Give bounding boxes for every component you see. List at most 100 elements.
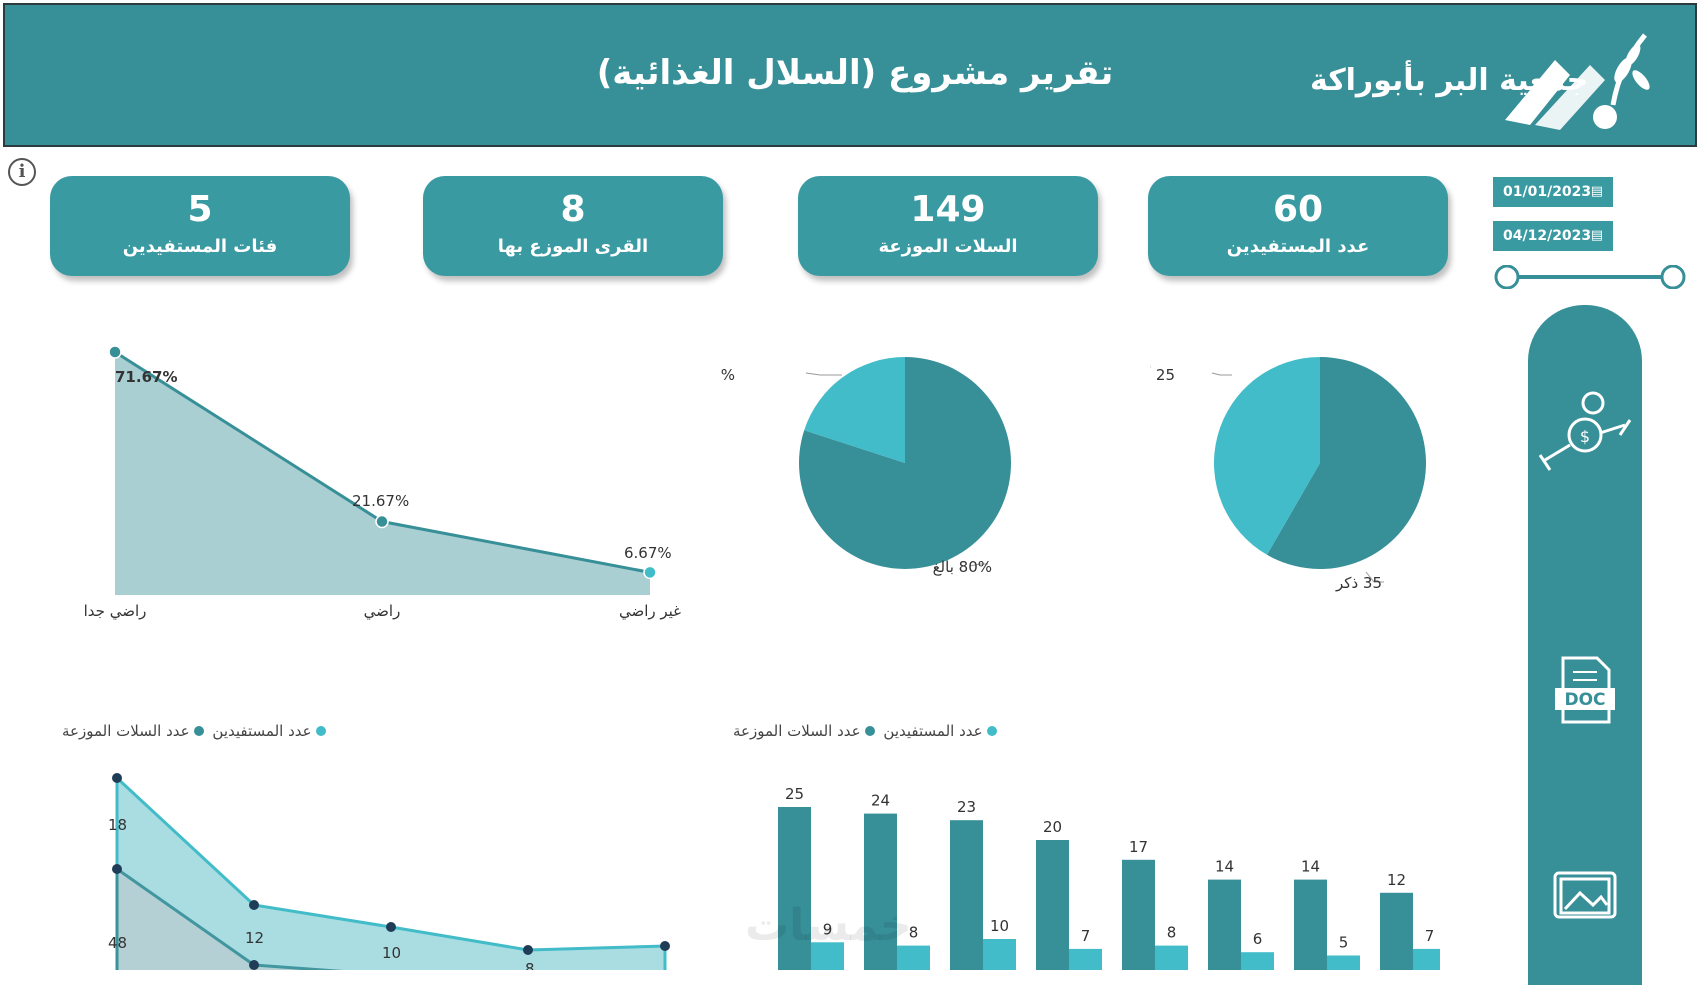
bar-baskets xyxy=(1208,879,1241,970)
data-label: 6.67% xyxy=(624,544,672,562)
bar-label: 12 xyxy=(1387,871,1406,889)
bar-label: 20 xyxy=(1043,818,1062,836)
data-label: 35 ذكر xyxy=(1335,574,1382,592)
kpi-value: 5 xyxy=(187,189,213,230)
bar-label: 8 xyxy=(909,924,919,942)
data-label: 25 أنثى xyxy=(1150,365,1175,384)
bar-beneficiaries xyxy=(811,942,844,970)
area-baskets xyxy=(115,866,344,970)
pie-slice xyxy=(804,357,905,463)
legend-beneficiaries: عدد المستفيدين xyxy=(212,722,312,740)
bar-label: 10 xyxy=(990,917,1009,935)
data-point xyxy=(386,922,396,932)
bar-baskets xyxy=(1122,859,1155,970)
kpi-value: 149 xyxy=(910,189,986,230)
side-nav: $ DOC xyxy=(1528,305,1642,985)
bar-baskets xyxy=(950,820,983,970)
pie-slice xyxy=(1214,357,1320,555)
data-label: 12 xyxy=(245,929,264,947)
report-header: تقرير مشروع (السلال الغذائية) جمعية البر… xyxy=(3,3,1697,147)
kpi-value: 60 xyxy=(1272,189,1324,230)
pie-slice xyxy=(1267,357,1426,569)
data-label: 71.67% xyxy=(115,368,177,386)
legend-baskets: عدد السلات الموزعة xyxy=(62,722,190,740)
bar-baskets xyxy=(778,807,811,970)
data-point xyxy=(108,345,122,359)
watermark: خمسات xyxy=(745,900,912,951)
tick-label: راضي xyxy=(364,602,401,621)
bar-label: 6 xyxy=(1253,930,1263,948)
bar-label: 23 xyxy=(957,798,976,816)
data-label: 18 xyxy=(108,816,127,834)
bar-label: 14 xyxy=(1301,858,1320,876)
bar-baskets xyxy=(1380,892,1413,970)
bar-label: 7 xyxy=(1425,927,1435,945)
bar-label: 5 xyxy=(1339,934,1349,952)
kpi-label: القرى الموزع بها xyxy=(497,236,649,257)
calendar-icon[interactable]: ▤ xyxy=(1590,184,1603,199)
legend-dot xyxy=(193,726,204,736)
kpi-beneficiary-categories: 5 فئات المستفيدين xyxy=(50,176,350,276)
bar-beneficiaries xyxy=(1155,945,1188,970)
bar-label: 7 xyxy=(1081,927,1091,945)
bar-baskets xyxy=(1294,879,1327,970)
data-label: 10 xyxy=(382,944,401,962)
legend-baskets: عدد السلات الموزعة xyxy=(733,722,861,740)
bar-beneficiaries xyxy=(1241,952,1274,970)
org-logo-icon xyxy=(1505,33,1650,130)
end-date: 04/12/2023 xyxy=(1503,228,1592,244)
kpi-baskets: 149 السلات الموزعة xyxy=(798,176,1098,276)
data-point xyxy=(249,960,259,970)
date-range-slider[interactable] xyxy=(1493,265,1687,289)
side-nav-icons: $ DOC xyxy=(1538,391,1632,919)
kpi-label: فئات المستفيدين xyxy=(122,236,278,257)
data-point xyxy=(112,864,122,874)
legend-dot xyxy=(864,726,875,736)
data-label: 48 xyxy=(108,934,127,952)
calendar-icon[interactable]: ▤ xyxy=(1590,228,1603,243)
start-date-input[interactable]: 01/01/2023 ▤ xyxy=(1493,177,1613,207)
bar-beneficiaries xyxy=(983,939,1016,970)
gallery-icon[interactable] xyxy=(1553,871,1617,919)
data-point xyxy=(112,773,122,783)
legend-dot xyxy=(986,726,997,736)
data-point xyxy=(523,945,533,955)
bar-label: 25 xyxy=(785,785,804,803)
slider-handle-end[interactable] xyxy=(1660,265,1686,289)
dollar-sign: $ xyxy=(1580,427,1590,446)
bar-beneficiaries xyxy=(1069,948,1102,970)
bar-label: 24 xyxy=(871,792,890,810)
data-label: 21.67% xyxy=(352,492,409,510)
data-point xyxy=(643,565,657,580)
data-label: 20% مسن xyxy=(720,366,735,384)
satisfaction-area-chart: 71.67% 21.67% 6.67% راضي جدا راضي غير را… xyxy=(84,345,681,621)
page-title: تقرير مشروع (السلال الغذائية) xyxy=(596,53,1114,93)
doc-label: DOC xyxy=(1564,690,1605,710)
bar-label: 14 xyxy=(1215,858,1234,876)
villages-bar-chart: 25 9 24 8 23 10 20 7 17 8 14 6 14 5 12 7 xyxy=(778,785,1440,970)
tick-label: راضي جدا xyxy=(84,602,147,621)
legend-beneficiaries: عدد المستفيدين xyxy=(883,722,983,740)
data-point xyxy=(249,900,259,910)
bar-beneficiaries xyxy=(1413,948,1440,970)
slider-handle-start[interactable] xyxy=(1494,265,1520,289)
doc-icon[interactable]: DOC xyxy=(1555,656,1615,724)
kpi-value: 8 xyxy=(560,189,586,230)
bar-beneficiaries xyxy=(897,945,930,970)
categories-area-chart: 18 48 12 10 8 xyxy=(108,773,670,970)
data-point xyxy=(660,941,670,951)
data-label: 8 xyxy=(525,960,535,970)
tick-label: غير راضي xyxy=(619,602,681,621)
start-date: 01/01/2023 xyxy=(1503,184,1592,200)
legend-categories: عدد المستفيدين عدد السلات الموزعة xyxy=(62,722,330,740)
end-date-input[interactable]: 04/12/2023 ▤ xyxy=(1493,221,1613,251)
satisfaction-area xyxy=(115,352,650,595)
legend-dot xyxy=(315,726,326,736)
funding-icon[interactable] xyxy=(1538,391,1632,471)
data-label: 80% بالغ xyxy=(933,558,992,576)
kpi-label: السلات الموزعة xyxy=(878,236,1018,257)
bar-beneficiaries xyxy=(1327,955,1360,970)
kpi-beneficiaries: 60 عدد المستفيدين xyxy=(1148,176,1448,276)
area-beneficiaries xyxy=(115,774,667,970)
info-icon[interactable]: i xyxy=(8,158,36,186)
